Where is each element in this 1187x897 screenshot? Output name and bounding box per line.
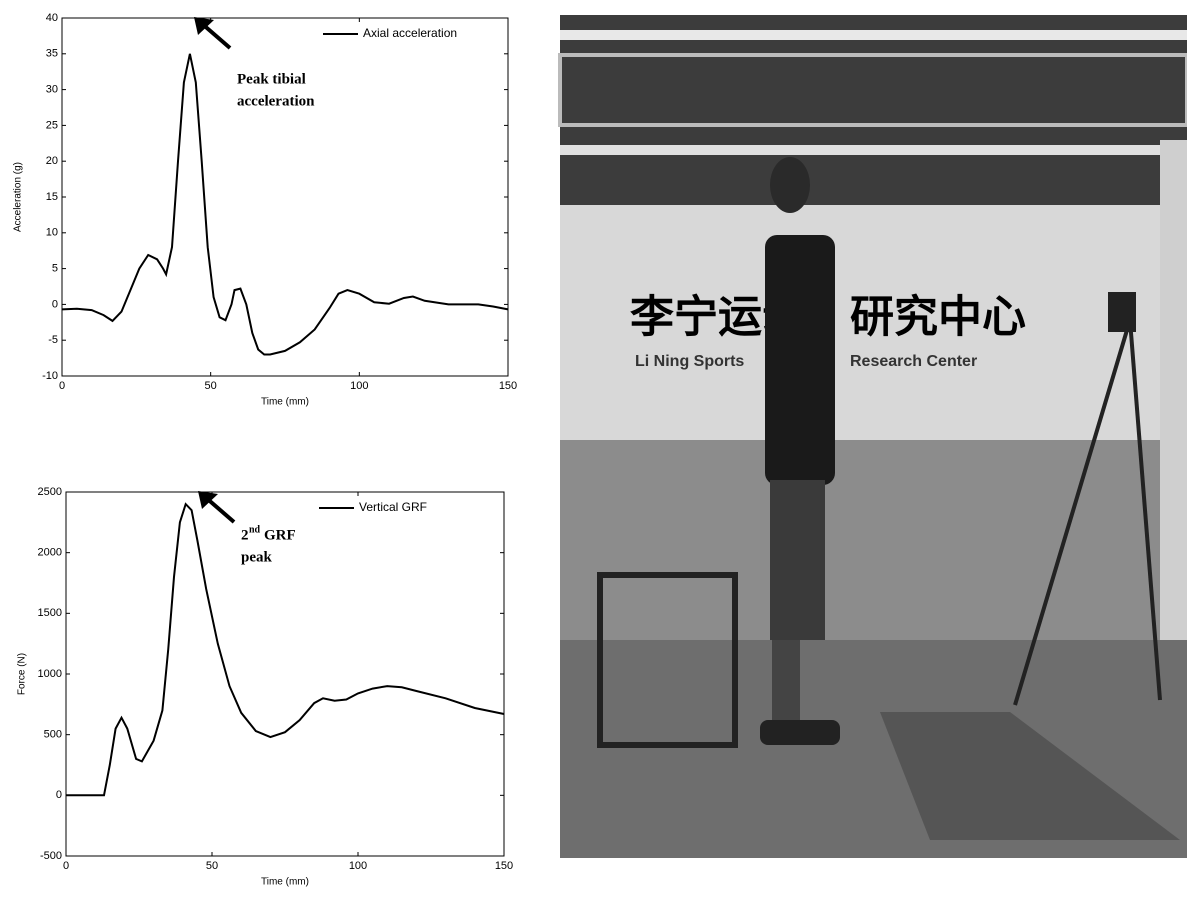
x-tick-label: 50 [205, 380, 217, 392]
annotation: 2 [241, 527, 249, 543]
y-tick-label: 1500 [38, 607, 62, 619]
y-tick-label: 15 [46, 191, 58, 203]
x-tick-label: 100 [349, 860, 367, 872]
x-tick-label: 0 [63, 860, 69, 872]
y-tick-label: 500 [44, 729, 62, 741]
annotation: nd [249, 524, 261, 535]
x-tick-label: 100 [350, 380, 368, 392]
y-axis-label: Force (N) [17, 653, 28, 695]
y-tick-label: 2000 [38, 547, 62, 559]
x-axis-label: Time (mm) [261, 397, 309, 408]
y-tick-label: 5 [52, 263, 58, 275]
x-tick-label: 150 [495, 860, 513, 872]
y-tick-label: 30 [46, 84, 58, 96]
annotation-arrowhead [194, 17, 214, 35]
sign-text: Research Center [850, 353, 977, 370]
y-tick-label: -5 [48, 334, 58, 346]
y-tick-label: -500 [40, 850, 62, 862]
annotation: acceleration [237, 93, 315, 109]
y-tick-label: 2500 [38, 486, 62, 498]
annotation: Peak tibial [237, 71, 306, 87]
legend-label: Vertical GRF [359, 500, 427, 514]
legend-label: Axial acceleration [363, 26, 457, 40]
sign-text: Li Ning Sports [635, 353, 744, 370]
y-tick-label: 0 [56, 789, 62, 801]
photo: 李宁运动 研究中心 Li Ning Sports Research Center [558, 15, 1187, 858]
svg-text:研究中心: 研究中心 [850, 293, 1026, 342]
annotation: GRF [264, 527, 296, 543]
y-tick-label: 0 [52, 298, 58, 310]
data-line [61, 53, 509, 356]
y-tick-label: -10 [42, 370, 58, 382]
y-tick-label: 10 [46, 227, 58, 239]
data-line [66, 502, 505, 797]
y-axis-label: Acceleration (g) [13, 162, 24, 232]
annotation-arrowhead [198, 491, 218, 509]
y-tick-label: 25 [46, 119, 58, 131]
y-tick-label: 40 [46, 12, 58, 24]
annotation: peak [241, 549, 273, 565]
y-tick-label: 20 [46, 155, 58, 167]
x-axis-label: Time (mm) [261, 877, 309, 888]
y-tick-label: 1000 [38, 668, 62, 680]
x-tick-label: 0 [59, 380, 65, 392]
x-tick-label: 150 [499, 380, 517, 392]
x-tick-label: 50 [206, 860, 218, 872]
plot-frame [65, 491, 505, 857]
y-tick-label: 35 [46, 48, 58, 60]
